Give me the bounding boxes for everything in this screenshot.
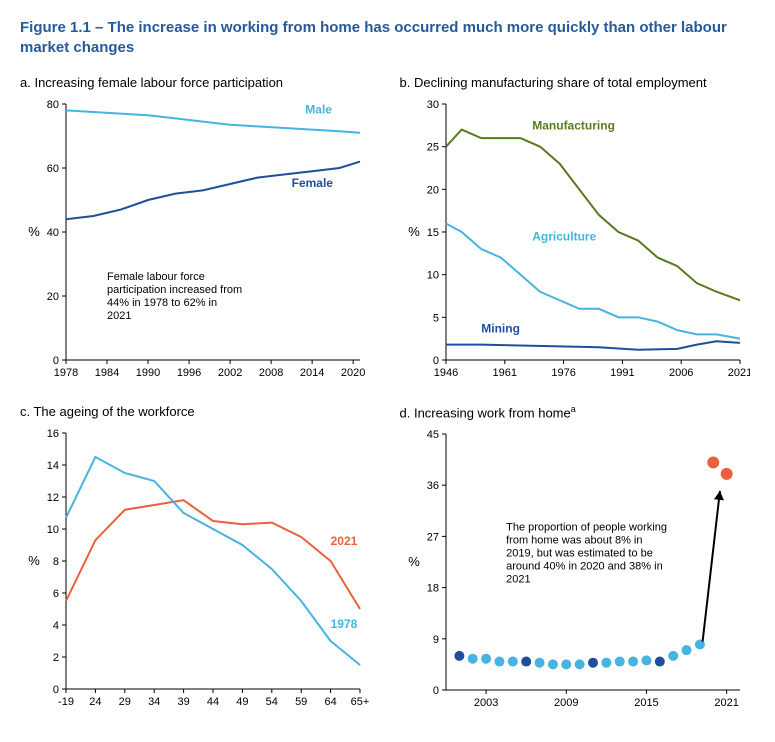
panel-a-title: a. Increasing female labour force partic… [20,75,376,90]
svg-text:49: 49 [236,696,248,708]
svg-text:1978: 1978 [54,367,78,379]
svg-text:0: 0 [53,684,59,696]
svg-text:2009: 2009 [554,697,578,709]
svg-text:participation increased from: participation increased from [107,284,242,296]
panel-a: a. Increasing female labour force partic… [20,75,376,386]
panel-c-chart: 0246810121416-1924293439444954596465+%20… [20,425,370,715]
panel-b-chart: 0 5 10 15 20 25 30 1946 1961 1976 1991 2006 2021% Man… [400,96,750,386]
panel-b: b. Declining manufacturing share of tota… [400,75,756,386]
svg-text:36: 36 [426,480,438,492]
svg-text:10: 10 [426,269,438,281]
svg-text:64: 64 [324,696,336,708]
svg-text:0: 0 [432,685,438,697]
svg-text:1984: 1984 [95,367,119,379]
svg-text:2021: 2021 [331,534,358,548]
svg-text:Manufacturing: Manufacturing [532,118,615,132]
svg-text:2014: 2014 [300,367,324,379]
svg-text:45: 45 [426,429,438,441]
svg-text:30: 30 [426,99,438,111]
svg-text:60: 60 [47,163,59,175]
svg-text:44% in 1978 to 62% in: 44% in 1978 to 62% in [107,297,217,309]
svg-text:2006: 2006 [668,367,692,379]
panel-b-title: b. Declining manufacturing share of tota… [400,75,756,90]
chart-grid: a. Increasing female labour force partic… [20,75,755,716]
svg-text:2021: 2021 [714,697,738,709]
svg-text:%: % [28,224,40,239]
svg-text:8: 8 [53,556,59,568]
panel-d: d. Increasing work from homea 0 9 18 27 36 45… [400,404,756,716]
svg-text:6: 6 [53,588,59,600]
svg-text:20: 20 [47,291,59,303]
svg-text:15: 15 [426,227,438,239]
svg-text:Male: Male [305,102,332,116]
svg-text:around 40% in 2020 and 38% in: around 40% in 2020 and 38% in [506,561,663,573]
svg-text:27: 27 [426,531,438,543]
svg-text:29: 29 [119,696,131,708]
panel-a-chart: 0 20 40 60 80 1978 1984 1990 1996 2002 2008 2014 202… [20,96,370,386]
svg-text:0: 0 [432,355,438,367]
svg-text:34: 34 [148,696,160,708]
svg-text:54: 54 [266,696,278,708]
panel-c-title: c. The ageing of the workforce [20,404,376,419]
panel-d-title: d. Increasing work from homea [400,404,756,420]
svg-text:0: 0 [53,355,59,367]
svg-text:2: 2 [53,652,59,664]
svg-text:5: 5 [432,312,438,324]
svg-text:1990: 1990 [136,367,160,379]
svg-text:10: 10 [47,524,59,536]
svg-text:25: 25 [426,141,438,153]
svg-text:9: 9 [432,634,438,646]
svg-text:1976: 1976 [551,367,575,379]
svg-text:%: % [408,224,420,239]
svg-text:-19: -19 [58,696,74,708]
svg-text:1991: 1991 [610,367,634,379]
svg-text:%: % [408,554,420,569]
svg-text:24: 24 [89,696,101,708]
svg-text:Female labour force: Female labour force [107,271,205,283]
svg-text:2021: 2021 [727,367,749,379]
svg-text:1978: 1978 [331,617,358,631]
svg-text:1946: 1946 [433,367,457,379]
svg-text:2015: 2015 [634,697,658,709]
svg-text:18: 18 [426,582,438,594]
panel-c: c. The ageing of the workforce 024681012… [20,404,376,716]
svg-text:16: 16 [47,428,59,440]
figure-title: Figure 1.1 – The increase in working fro… [20,18,755,59]
svg-text:14: 14 [47,460,59,472]
svg-text:2019, but was estimated to be: 2019, but was estimated to be [506,548,653,560]
svg-text:59: 59 [295,696,307,708]
svg-text:39: 39 [177,696,189,708]
svg-text:2008: 2008 [259,367,283,379]
svg-text:from home was about 8% in: from home was about 8% in [506,535,642,547]
svg-text:80: 80 [47,99,59,111]
svg-text:%: % [28,553,40,568]
svg-text:2021: 2021 [506,574,530,586]
svg-text:20: 20 [426,184,438,196]
svg-text:2021: 2021 [107,310,131,322]
svg-text:12: 12 [47,492,59,504]
svg-text:1996: 1996 [177,367,201,379]
svg-text:40: 40 [47,227,59,239]
svg-text:2002: 2002 [218,367,242,379]
svg-text:65+: 65+ [351,696,370,708]
svg-text:4: 4 [53,620,59,632]
svg-text:2003: 2003 [473,697,497,709]
svg-text:44: 44 [207,696,219,708]
svg-text:Mining: Mining [481,321,520,335]
svg-text:Female: Female [292,176,334,190]
svg-text:2020: 2020 [341,367,365,379]
panel-d-chart: 0 9 18 27 36 45 2003 2009 2015 2021% The proportio… [400,426,750,716]
svg-text:The proportion of people worki: The proportion of people working [506,522,667,534]
svg-text:1961: 1961 [492,367,516,379]
svg-text:Agriculture: Agriculture [532,229,596,243]
